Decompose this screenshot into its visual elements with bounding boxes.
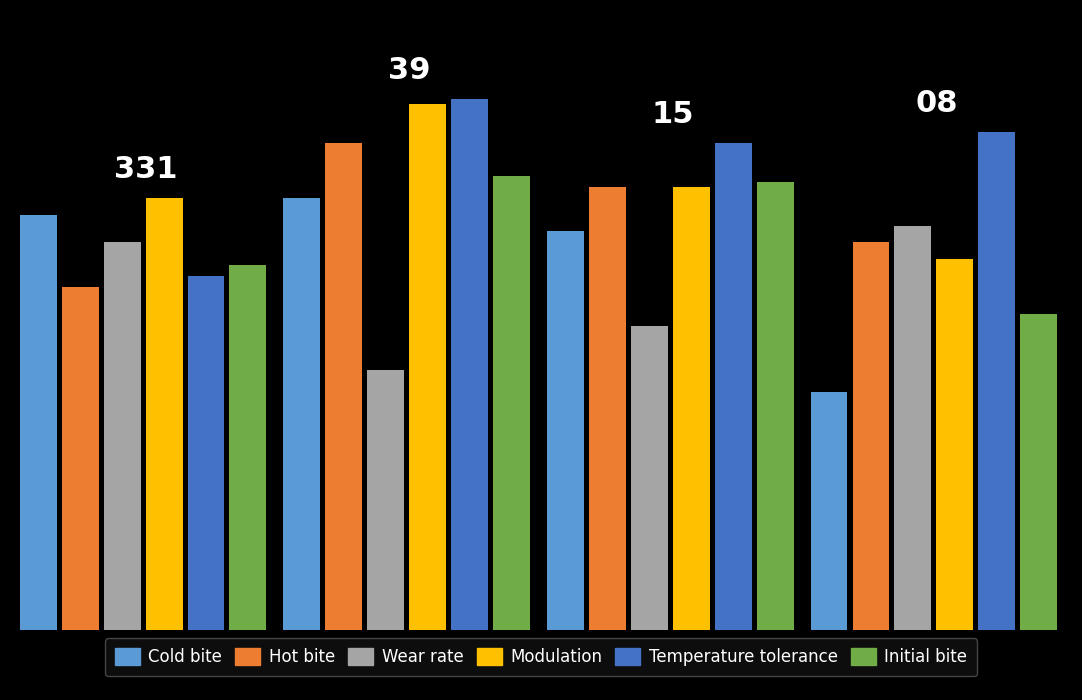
Bar [409, 104, 446, 630]
Bar [367, 370, 405, 630]
Bar [895, 226, 932, 630]
Bar [673, 187, 710, 630]
Bar [715, 143, 752, 630]
Bar [146, 198, 183, 630]
Bar [326, 143, 362, 630]
Bar [493, 176, 530, 630]
Bar [283, 198, 320, 630]
Text: 39: 39 [388, 56, 431, 85]
Bar [451, 99, 488, 630]
Text: 15: 15 [651, 100, 694, 129]
Bar [547, 232, 584, 630]
Bar [936, 259, 974, 630]
Bar [589, 187, 625, 630]
Bar [978, 132, 1015, 630]
Text: 08: 08 [915, 89, 958, 118]
Bar [62, 287, 98, 630]
Bar [853, 242, 889, 630]
Bar [810, 392, 847, 630]
Bar [104, 242, 141, 630]
Bar [1020, 314, 1057, 630]
Bar [229, 265, 266, 630]
Text: 331: 331 [114, 155, 177, 184]
Bar [19, 215, 56, 630]
Bar [631, 326, 668, 630]
Bar [187, 276, 224, 630]
Legend: Cold bite, Hot bite, Wear rate, Modulation, Temperature tolerance, Initial bite: Cold bite, Hot bite, Wear rate, Modulati… [105, 638, 977, 676]
Bar [756, 181, 793, 630]
